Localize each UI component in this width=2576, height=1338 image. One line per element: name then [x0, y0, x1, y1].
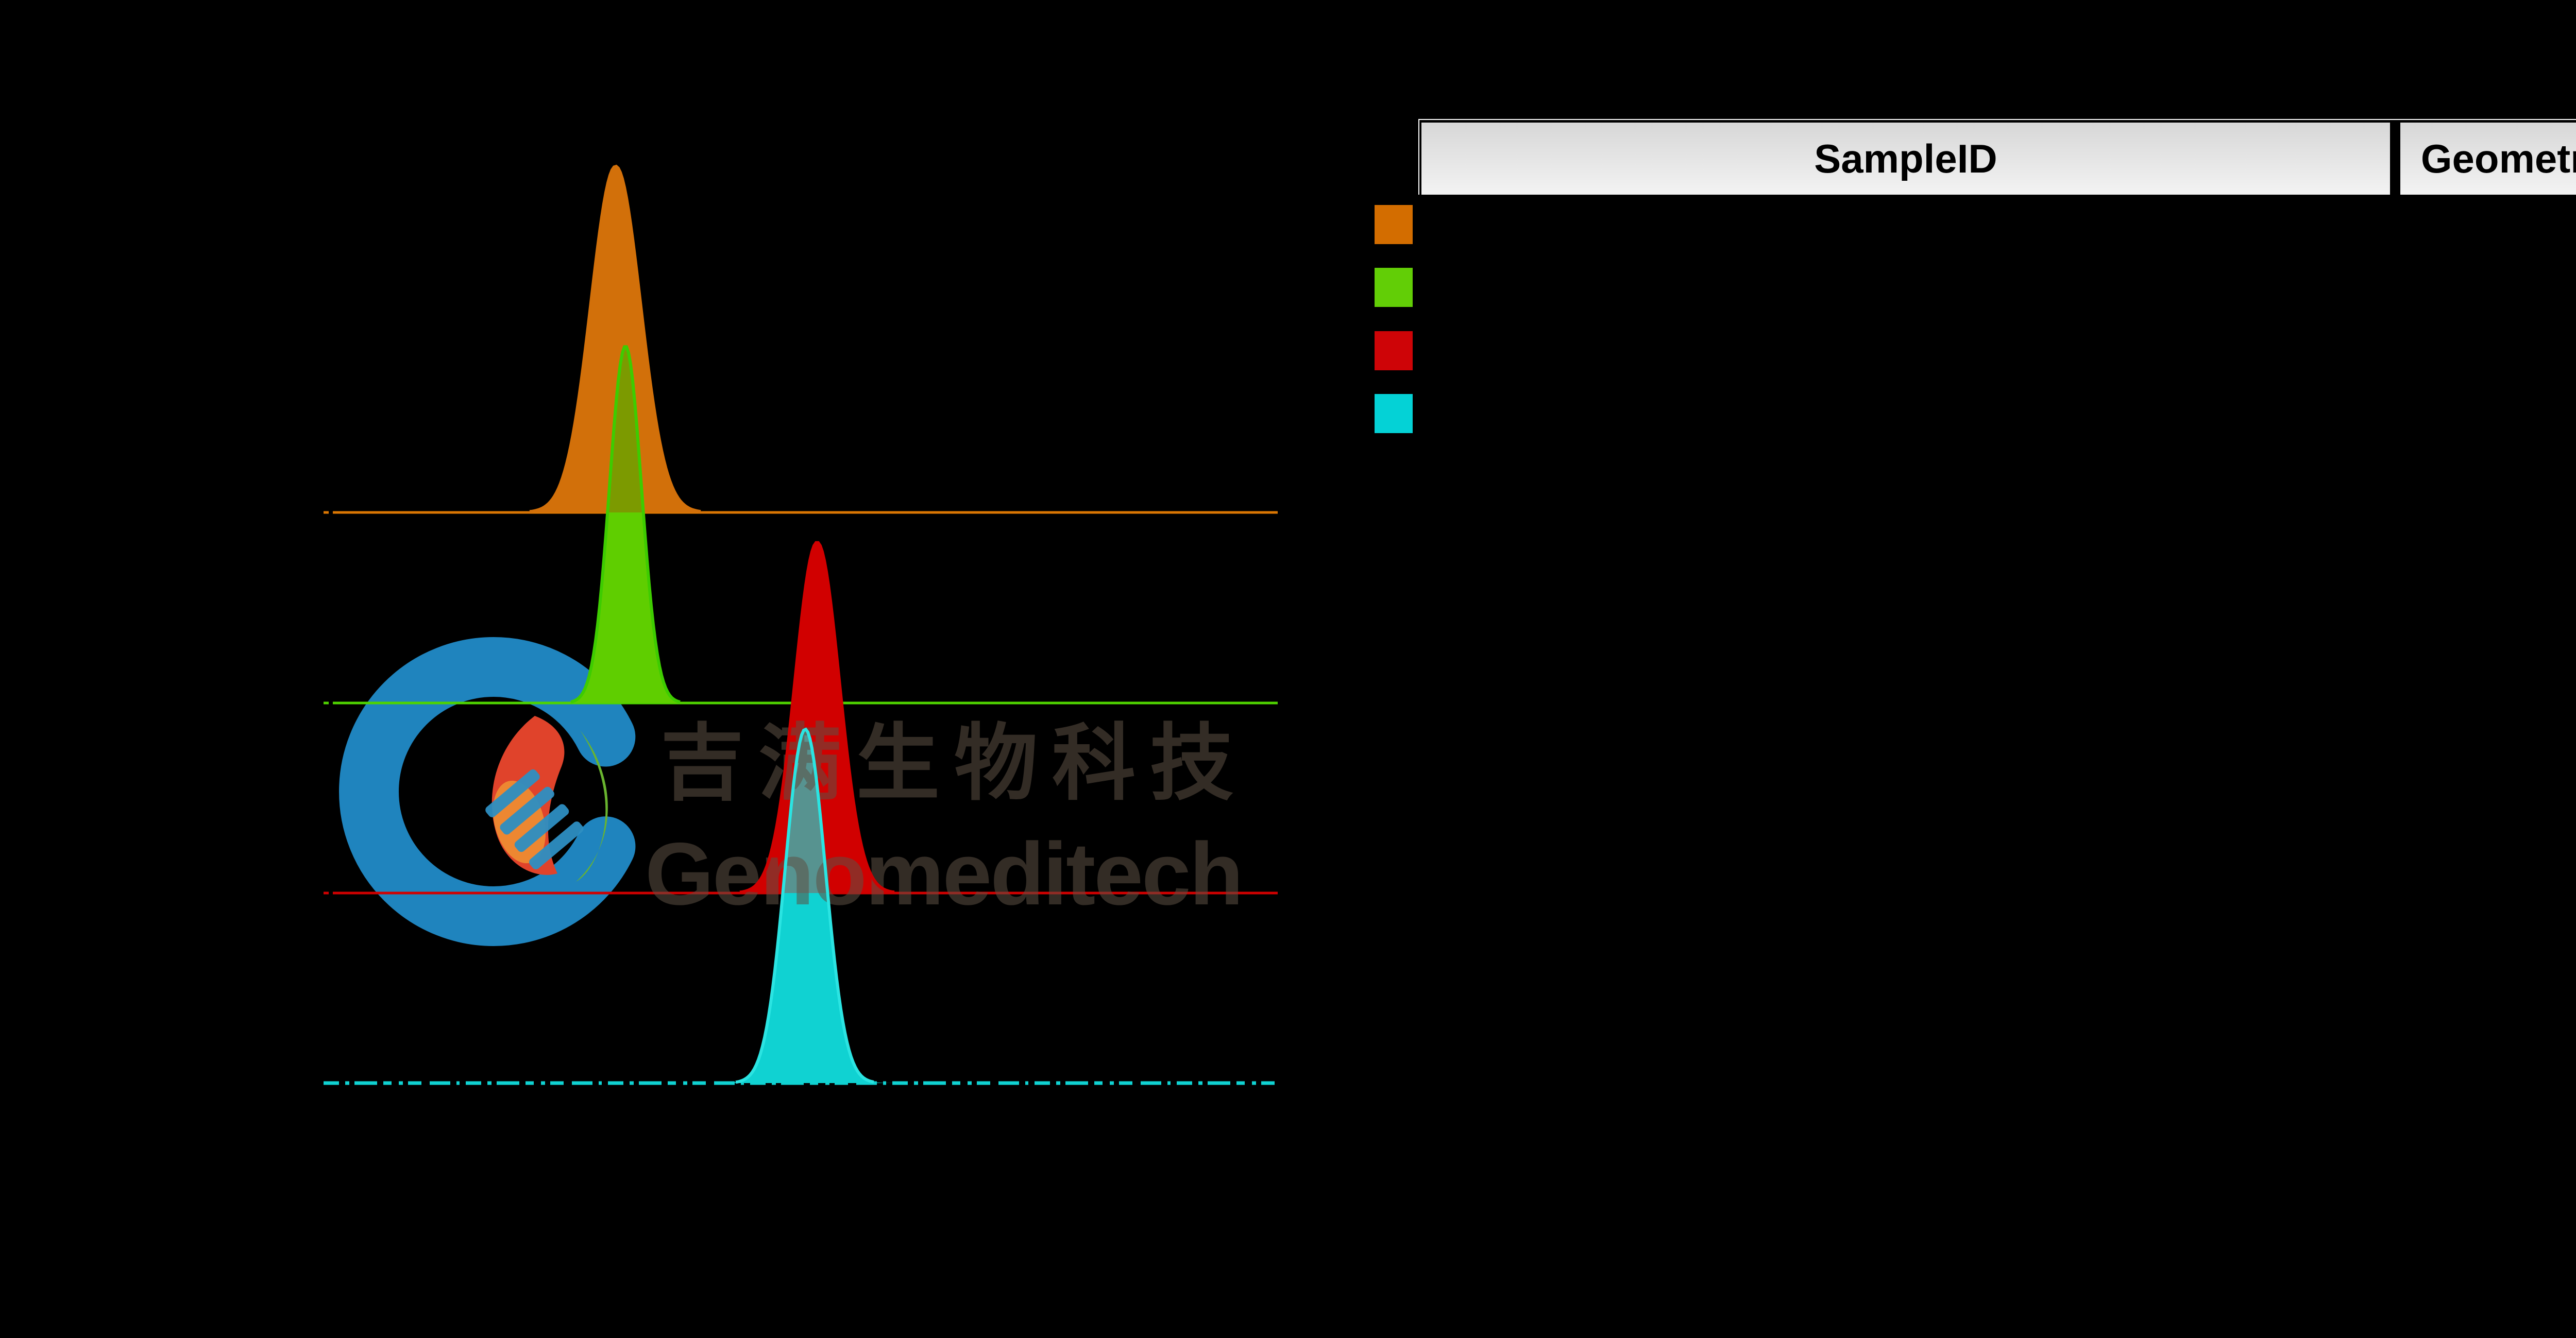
table-row — [1418, 264, 2576, 327]
legend-swatch-orange — [1375, 205, 1413, 244]
watermark-text-group: 吉满生物科技 Genomeditech — [645, 717, 1248, 923]
histogram-outlines-group — [529, 164, 895, 1084]
histogram-series-group — [324, 166, 1278, 1085]
histogram-orange-area — [324, 166, 1278, 513]
logo-dna-helix — [485, 769, 584, 869]
table-row — [1418, 390, 2576, 453]
watermark-chinese-text: 吉满生物科技 — [660, 717, 1248, 810]
table-row — [1418, 327, 2576, 390]
histogram-green-outline — [570, 345, 681, 704]
legend-swatch-green — [1375, 268, 1413, 307]
logo-leaf — [576, 730, 608, 882]
watermark-english-text: Genomeditech — [645, 825, 1242, 923]
histogram-red-area — [324, 542, 1278, 893]
table-row — [1418, 201, 2576, 264]
histogram-cyan-area — [324, 729, 1278, 1083]
histogram-orange-outline — [529, 164, 701, 513]
column-divider — [2390, 123, 2400, 195]
histogram-cyan-outline — [735, 727, 874, 1084]
genomeditech-logo — [339, 637, 648, 946]
logo-swirl — [339, 637, 648, 946]
histogram-red-outline — [739, 541, 895, 894]
column-header-geometric-mean: Geometric Mean : FL11-H — [2400, 123, 2576, 195]
legend-swatch-red — [1375, 331, 1413, 370]
results-table-header: SampleID Geometric Mean : FL11-H — [1418, 119, 2576, 195]
column-header-sample-id: SampleID — [1421, 123, 2390, 195]
legend-swatch-cyan — [1375, 394, 1413, 433]
